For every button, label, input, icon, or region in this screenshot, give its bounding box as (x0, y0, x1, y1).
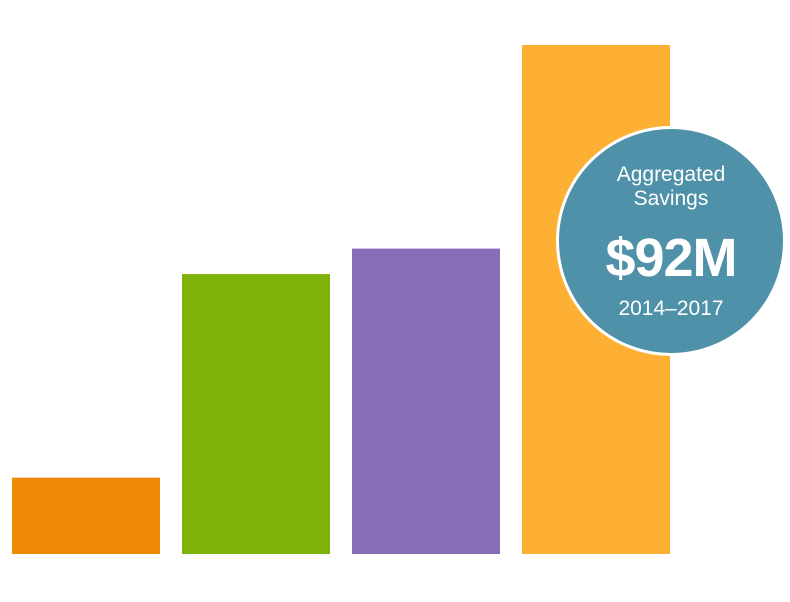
badge-label-line1: Aggregated (616, 163, 726, 186)
badge-value: $92M (605, 228, 737, 288)
badge-period: 2014–2017 (618, 297, 724, 320)
aggregated-savings-badge: Aggregated Savings $92M 2014–2017 (556, 126, 786, 356)
badge-label: Aggregated Savings (559, 163, 783, 211)
bar-1 (12, 477, 160, 554)
badge-label-line2: Savings (633, 187, 709, 210)
bar-2 (182, 274, 330, 554)
bar-3 (352, 248, 500, 554)
